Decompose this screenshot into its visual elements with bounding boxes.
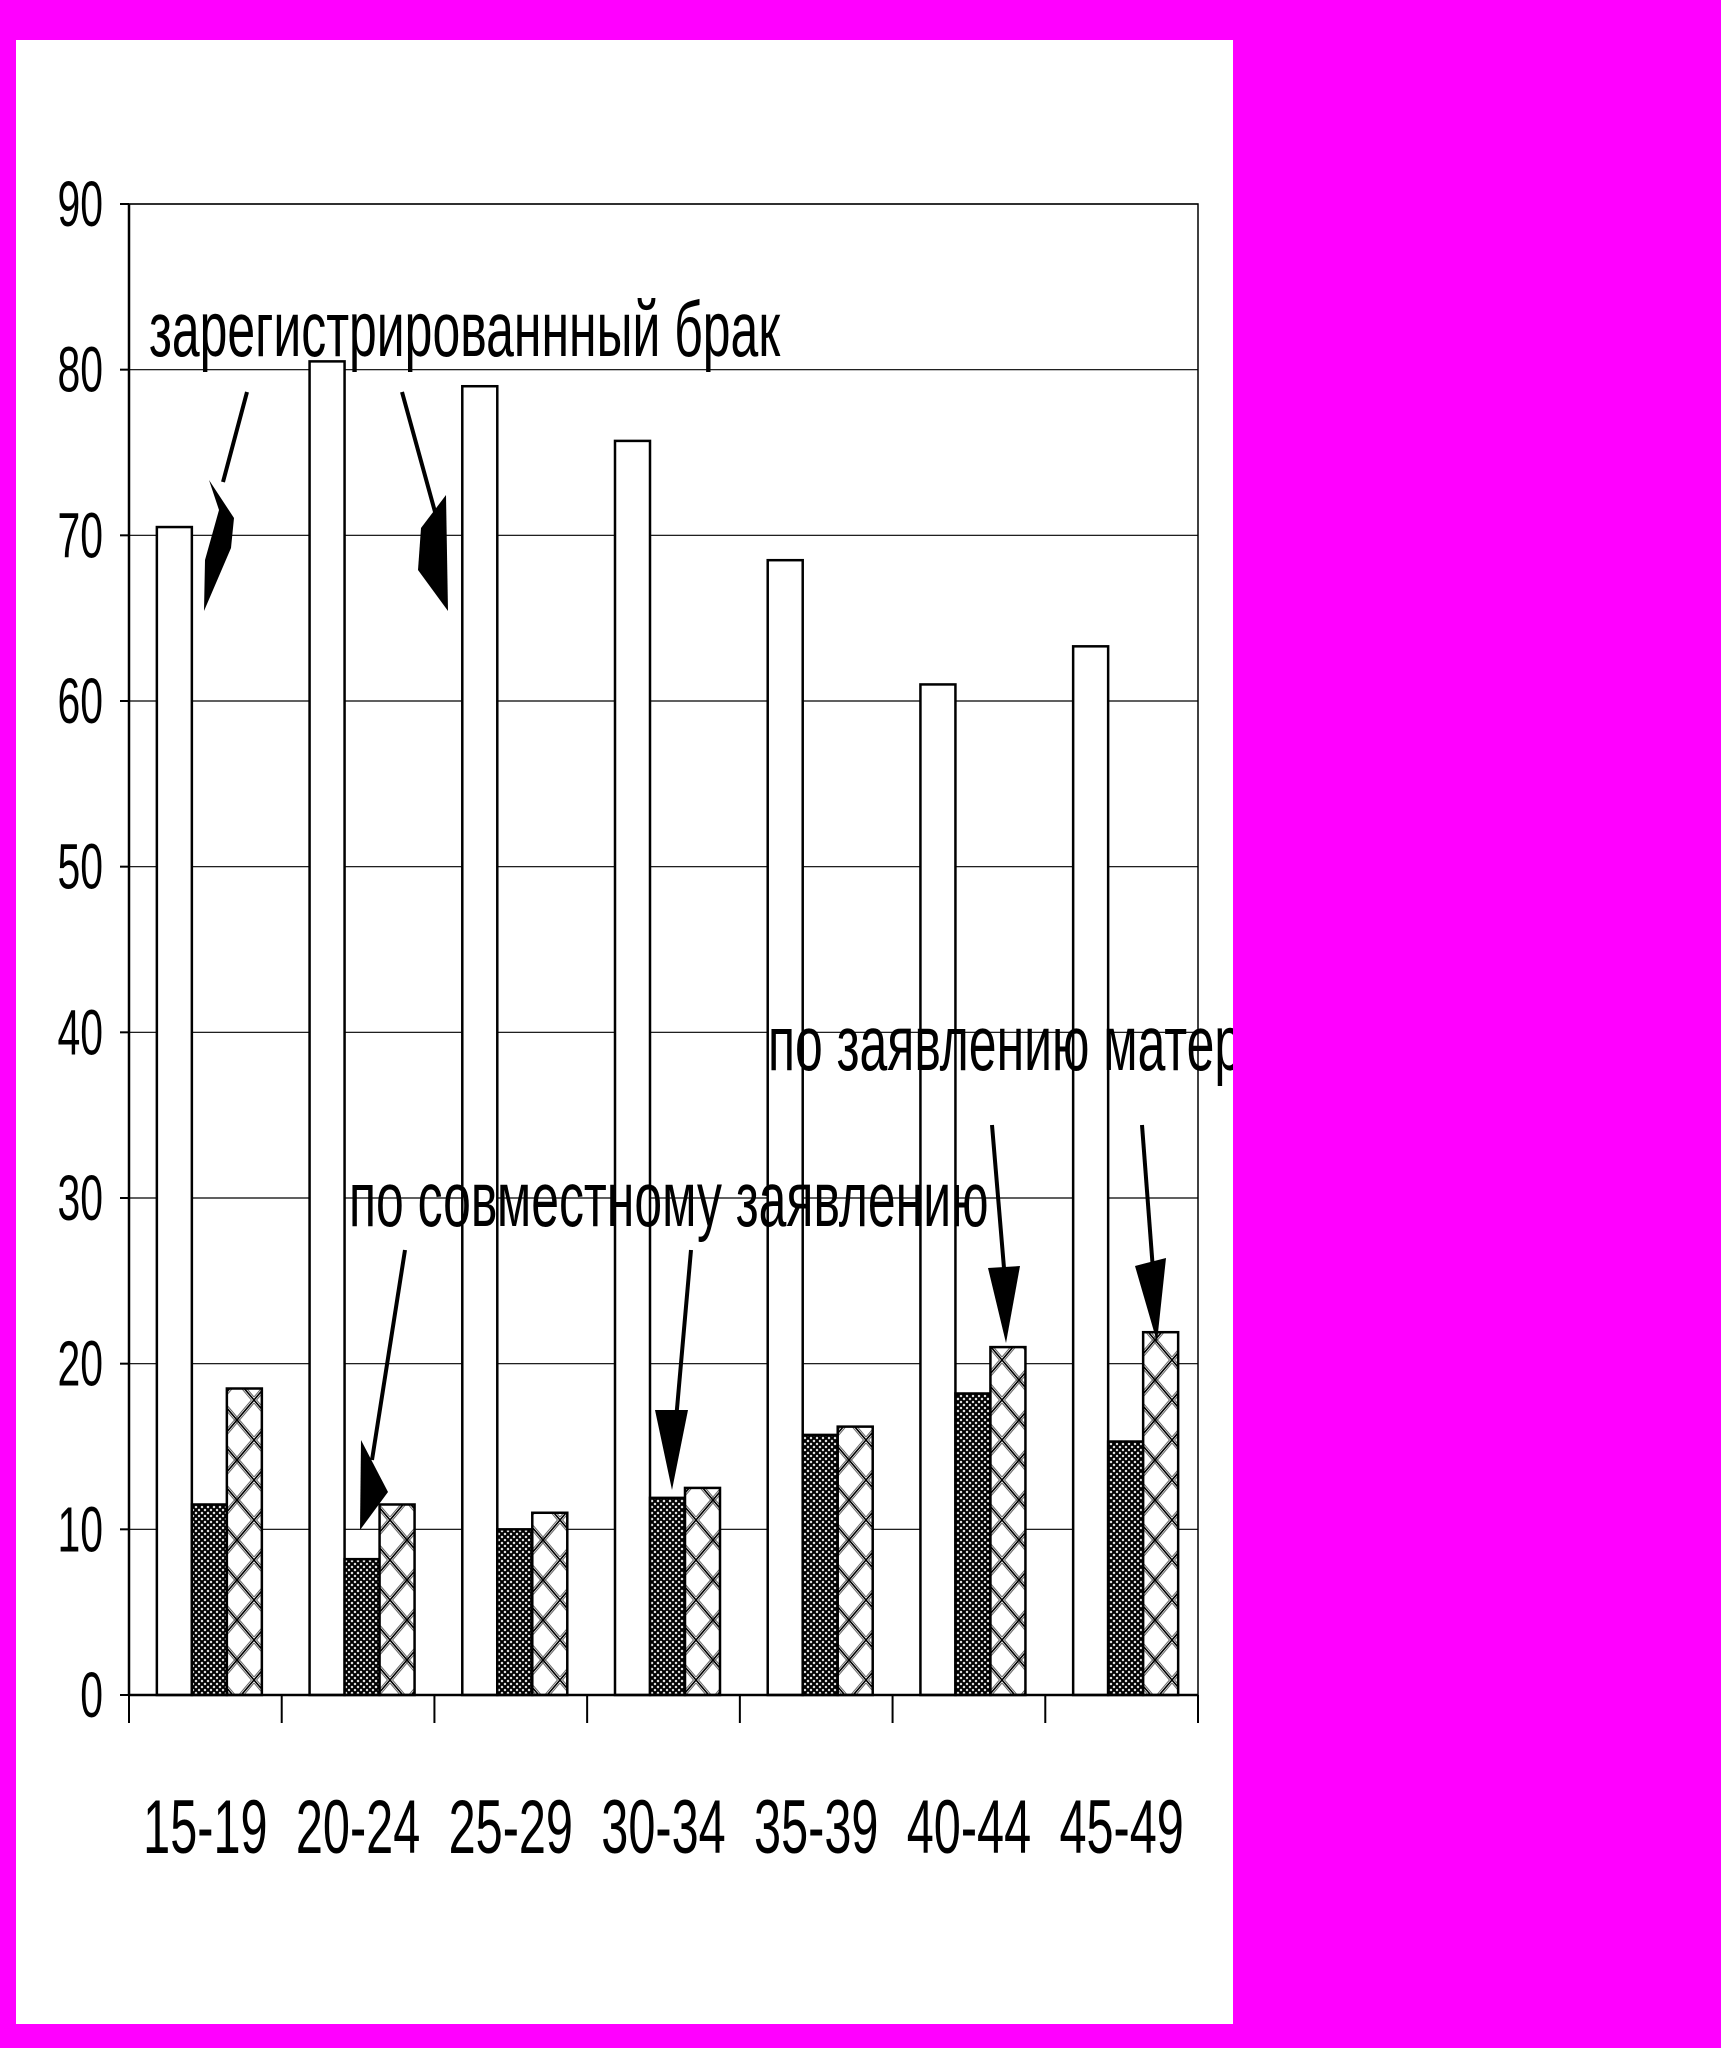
- bar-s2-30-34: [683, 1486, 722, 1697]
- bars-group: [155, 360, 1180, 1697]
- bar-s1-30-34: [648, 1496, 687, 1697]
- annotation-joint-application: по совместному заявлению: [349, 1156, 989, 1243]
- y-tick-label-50: 50: [57, 831, 103, 902]
- bar-s2-40-44: [989, 1345, 1027, 1697]
- arrow-registered-1: [204, 391, 249, 611]
- x-tick-label-40-44: 40-44: [907, 1784, 1031, 1870]
- bar-s2-20-24: [378, 1503, 416, 1697]
- bar-s2-25-29: [531, 1511, 569, 1697]
- axes: [120, 203, 1199, 1723]
- bar-chart: 0 10 20 30 40 50 60 70 80 90 15-19 20-24 25-29 30-34…: [57, 169, 1233, 1870]
- arrow-mother-1: [988, 1124, 1020, 1343]
- y-tick-label-30: 30: [57, 1163, 103, 1234]
- x-tick-label-30-34: 30-34: [601, 1784, 725, 1870]
- x-tick-label-20-24: 20-24: [296, 1784, 420, 1870]
- arrow-mother-2: [1135, 1124, 1166, 1342]
- bar-s0-20-24: [308, 360, 346, 1697]
- plot-frame: [128, 203, 1199, 1696]
- bar-s1-25-29: [496, 1528, 534, 1697]
- bar-s0-15-19: [155, 525, 194, 1697]
- chart-panel: 0 10 20 30 40 50 60 70 80 90 15-19 20-24 25-29 30-34…: [16, 40, 1233, 2024]
- y-tick-label-10: 10: [57, 1494, 103, 1565]
- x-tick-label-15-19: 15-19: [143, 1784, 267, 1870]
- bar-s1-20-24: [343, 1557, 381, 1697]
- x-tick-labels: 15-19 20-24 25-29 30-34 35-39 40-44 45-49: [143, 1784, 1184, 1870]
- bar-s1-35-39: [801, 1433, 839, 1697]
- bar-s2-35-39: [836, 1425, 874, 1697]
- arrow-joint-2: [655, 1249, 693, 1490]
- bar-s0-25-29: [461, 384, 499, 1697]
- grid-lines: [129, 203, 1198, 1530]
- bar-s1-40-44: [954, 1392, 992, 1697]
- x-tick-label-45-49: 45-49: [1059, 1784, 1183, 1870]
- annotations: зарегистрированнный брак по совместному …: [149, 286, 1233, 1530]
- bar-s0-35-39: [766, 558, 804, 1697]
- y-tick-label-20: 20: [57, 1328, 103, 1399]
- bar-s0-40-44: [919, 683, 957, 1697]
- bar-s0-30-34: [613, 439, 652, 1697]
- annotation-registered-marriage: зарегистрированнный брак: [149, 286, 780, 373]
- bar-s1-45-49: [1106, 1440, 1145, 1697]
- bar-s2-15-19: [225, 1387, 264, 1697]
- y-tick-label-90: 90: [57, 169, 103, 240]
- y-tick-label-80: 80: [57, 334, 103, 405]
- bar-s0-45-49: [1071, 645, 1110, 1697]
- x-tick-label-25-29: 25-29: [449, 1784, 573, 1870]
- annotation-mother-application: по заявлению матери: [768, 1000, 1233, 1087]
- arrow-registered-2: [400, 391, 448, 611]
- bar-s2-45-49: [1141, 1330, 1180, 1697]
- x-tick-label-35-39: 35-39: [754, 1784, 878, 1870]
- y-tick-label-60: 60: [57, 666, 103, 737]
- bar-s1-15-19: [190, 1503, 229, 1697]
- y-tick-label-0: 0: [80, 1660, 103, 1731]
- arrow-joint-1: [360, 1249, 407, 1530]
- y-tick-label-40: 40: [57, 997, 103, 1068]
- y-tick-labels: 0 10 20 30 40 50 60 70 80 90: [57, 169, 103, 1731]
- y-tick-label-70: 70: [57, 500, 103, 571]
